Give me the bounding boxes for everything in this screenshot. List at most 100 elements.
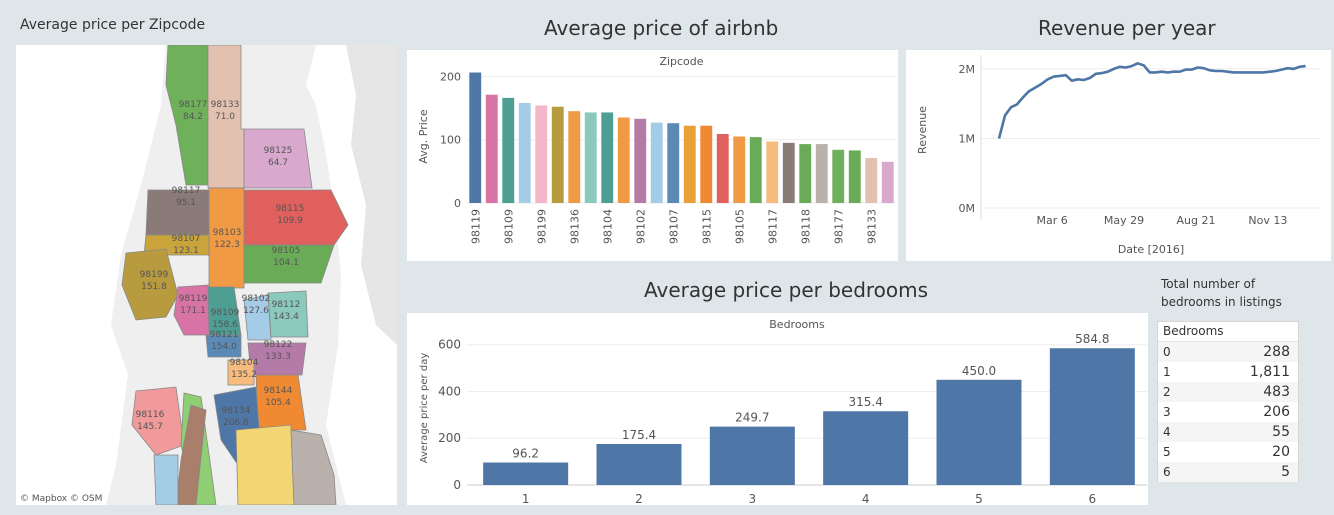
land-east	[346, 45, 397, 345]
table-cell-bedrooms: 5	[1163, 445, 1171, 459]
region-zip-label: 98177	[179, 100, 208, 110]
zip-chart[interactable]: Zipcode Avg. Price 0 100 200 98119 98109 98199 9…	[407, 50, 898, 261]
region-price-label: 133.3	[265, 352, 291, 362]
region-98102	[243, 294, 272, 341]
region-price-label: 104.1	[273, 258, 299, 268]
zip-bar	[518, 102, 531, 203]
region-98136	[153, 454, 179, 505]
region-zip-label: 98115	[276, 204, 305, 214]
zip-yaxis-title: Avg. Price	[417, 109, 430, 163]
revenue-chart[interactable]: 0M 1M 2M Mar 6 May 29 Aug 21 Nov 13 Date [2016]…	[906, 50, 1331, 261]
bed-bar	[483, 462, 569, 485]
map-title: Average price per Zipcode	[20, 17, 206, 33]
region-price-label: 109.9	[277, 216, 303, 226]
region-zip-label: 98116	[136, 410, 165, 420]
table-cell-bedrooms: 6	[1163, 465, 1171, 479]
zip-bar	[848, 150, 861, 203]
region-price-label: 154.0	[211, 342, 237, 352]
region-98177	[165, 45, 209, 186]
region-price-label: 158.6	[212, 320, 238, 330]
zip-chart-title: Average price of airbnb	[544, 16, 779, 40]
region-price-label: 105.4	[265, 398, 291, 408]
zip-bar	[733, 136, 746, 203]
region-98199	[121, 248, 179, 321]
region-price-label: 127.6	[243, 306, 269, 316]
zipcode-map[interactable]: 98177 84.2 98133 71.0 98125 64.7 98117 95.1 9811…	[16, 45, 397, 505]
rev-ytick-label: 2M	[959, 63, 976, 76]
bed-data-label: 450.0	[962, 364, 996, 378]
map-attribution: © Mapbox © OSM	[20, 494, 102, 504]
zip-xtick-label: 98104	[601, 209, 614, 244]
zip-bar	[584, 112, 597, 203]
region-zip-label: 98105	[272, 246, 301, 256]
zip-bar	[617, 117, 630, 203]
bed-data-label: 175.4	[622, 428, 656, 442]
region-zip-label: 98133	[211, 100, 240, 110]
region-98121	[205, 334, 242, 358]
zip-bar	[716, 133, 729, 203]
region-zip-label: 98119	[179, 294, 208, 304]
bed-ytick-label: 200	[438, 431, 461, 445]
bedrooms-chart[interactable]: Bedrooms Average price per day 0 200 400 600 9…	[407, 313, 1148, 505]
puget-sound-water	[16, 45, 166, 505]
table-row: 3 206	[1158, 402, 1298, 422]
region-price-label: 135.2	[231, 370, 257, 380]
region-zip-label: 98109	[211, 308, 240, 318]
region-98108	[235, 424, 295, 505]
zip-bar	[865, 158, 878, 203]
zip-xtick-label: 98107	[667, 209, 680, 244]
table-cell-count: 483	[1263, 384, 1290, 400]
table-cell-count: 5	[1281, 464, 1290, 480]
bed-data-label: 249.7	[735, 411, 769, 425]
table-body: 0 288 1 1,811 2 483 3 206 4 55 5 20 6 5	[1158, 342, 1298, 482]
region-zip-label: 98112	[272, 300, 301, 310]
table-cell-bedrooms: 1	[1163, 365, 1171, 379]
bedrooms-chart-title: Average price per bedrooms	[644, 278, 929, 302]
bed-xtick-label: 5	[975, 492, 983, 505]
rev-xtick-label: Aug 21	[1176, 214, 1215, 227]
zip-bar	[634, 118, 647, 203]
table-row: 2 483	[1158, 382, 1298, 402]
region-zip-label: 98144	[264, 386, 293, 396]
zip-ytick-label: 200	[440, 70, 461, 83]
region-98116	[131, 386, 185, 456]
region-98117	[145, 189, 210, 236]
zip-bar	[700, 125, 713, 203]
zip-bar	[535, 105, 548, 203]
bed-xaxis-title: Bedrooms	[769, 318, 825, 331]
zip-xtick-label: 98177	[832, 209, 845, 244]
zip-xtick-label: 98136	[568, 209, 581, 244]
region-98119	[173, 284, 210, 336]
zip-xtick-label: 98117	[766, 209, 779, 244]
map-regions	[121, 45, 349, 505]
table-cell-count: 206	[1263, 404, 1290, 420]
table-row: 5 20	[1158, 442, 1298, 462]
bed-bar	[936, 379, 1022, 485]
region-price-label: 206.6	[223, 418, 249, 428]
zip-bar	[832, 149, 845, 203]
table-title-line1: Total number of	[1161, 277, 1256, 291]
table-title-line2: bedrooms in listings	[1161, 295, 1282, 309]
zip-xaxis-title: Zipcode	[659, 55, 703, 68]
bed-ytick-label: 0	[453, 478, 461, 492]
rev-xtick-label: Nov 13	[1248, 214, 1287, 227]
table-cell-bedrooms: 3	[1163, 405, 1171, 419]
region-price-label: 122.3	[214, 240, 240, 250]
region-price-label: 95.1	[176, 198, 196, 208]
rev-xaxis-title: Date [2016]	[1118, 243, 1184, 256]
region-price-label: 71.0	[215, 112, 235, 122]
zip-bar	[667, 123, 680, 203]
region-98112	[267, 290, 309, 338]
zip-bar	[469, 72, 482, 204]
zip-bar	[551, 106, 564, 203]
zip-xtick-label: 98115	[700, 209, 713, 244]
zip-xtick-label: 98102	[634, 209, 647, 244]
zip-bar	[782, 142, 795, 203]
region-zip-label: 98102	[242, 294, 271, 304]
bed-bar	[596, 443, 682, 485]
bed-ytick-label: 600	[438, 338, 461, 352]
table-cell-bedrooms: 4	[1163, 425, 1171, 439]
zip-bar	[766, 141, 779, 203]
rev-yaxis-title: Revenue	[916, 106, 929, 154]
revenue-line	[997, 62, 1306, 139]
